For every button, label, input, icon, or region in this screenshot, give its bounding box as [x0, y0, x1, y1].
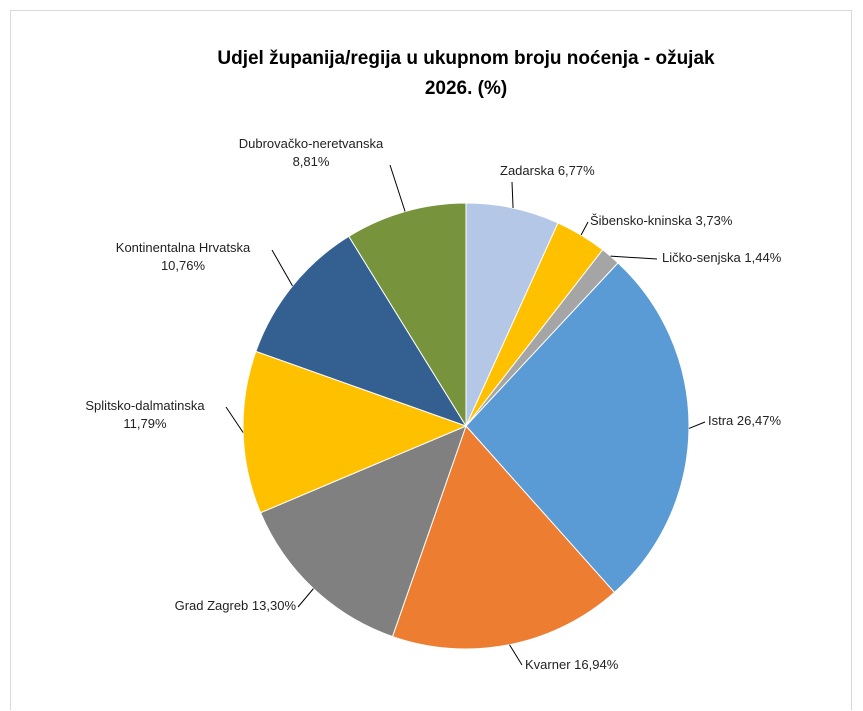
pie-slice	[259, 425, 467, 638]
data-label: Grad Zagreb 13,30%	[146, 597, 296, 615]
pie-slice	[255, 235, 468, 427]
leader-line	[580, 221, 589, 236]
data-label: Kontinentalna Hrvatska 10,76%	[96, 239, 270, 275]
chart-border	[10, 10, 852, 710]
category-label: Splitsko-dalmatinska	[85, 398, 205, 413]
category-label: Kontinentalna Hrvatska	[115, 240, 251, 255]
value-label: 3,73%	[695, 213, 733, 228]
data-label: Zadarska 6,77%	[500, 162, 595, 180]
chart-title: Udjel županija/regija u ukupnom broju no…	[217, 48, 715, 99]
category-label: Istra	[708, 413, 734, 428]
value-label: 6,77%	[557, 163, 595, 178]
data-label: Splitsko-dalmatinska 11,79%	[66, 397, 224, 433]
category-label: Dubrovačko-neretvanska	[238, 136, 384, 151]
leader-line	[511, 181, 514, 209]
leader-line	[610, 255, 658, 260]
category-label: Kvarner	[525, 657, 571, 672]
category-label: Šibensko-kninska	[590, 213, 692, 228]
leader-line	[225, 406, 244, 433]
category-label: Zadarska	[500, 163, 555, 178]
data-label: Istra 26,47%	[708, 412, 781, 430]
leader-line	[688, 421, 706, 429]
leader-line	[271, 249, 293, 287]
value-label: 1,44%	[744, 250, 782, 265]
pie-slice	[391, 425, 616, 650]
category-label: Ličko-senjska	[662, 250, 741, 265]
data-label: Dubrovačko-neretvanska 8,81%	[232, 135, 390, 171]
category-label: Grad Zagreb	[174, 598, 249, 613]
value-label: 8,81%	[292, 154, 330, 169]
leader-line	[509, 644, 523, 666]
value-label: 26,47%	[736, 413, 782, 428]
leader-line	[389, 164, 406, 212]
value-label: 11,79%	[123, 416, 167, 431]
value-label: 16,94%	[574, 657, 619, 672]
value-label: 10,76%	[160, 258, 206, 273]
leader-line	[297, 588, 314, 608]
data-label: Ličko-senjska 1,44%	[662, 249, 781, 267]
value-label: 13,30%	[251, 598, 296, 613]
data-label: Šibensko-kninska 3,73%	[590, 212, 732, 230]
data-label: Kvarner 16,94%	[525, 656, 618, 674]
pie-slice	[242, 350, 468, 514]
